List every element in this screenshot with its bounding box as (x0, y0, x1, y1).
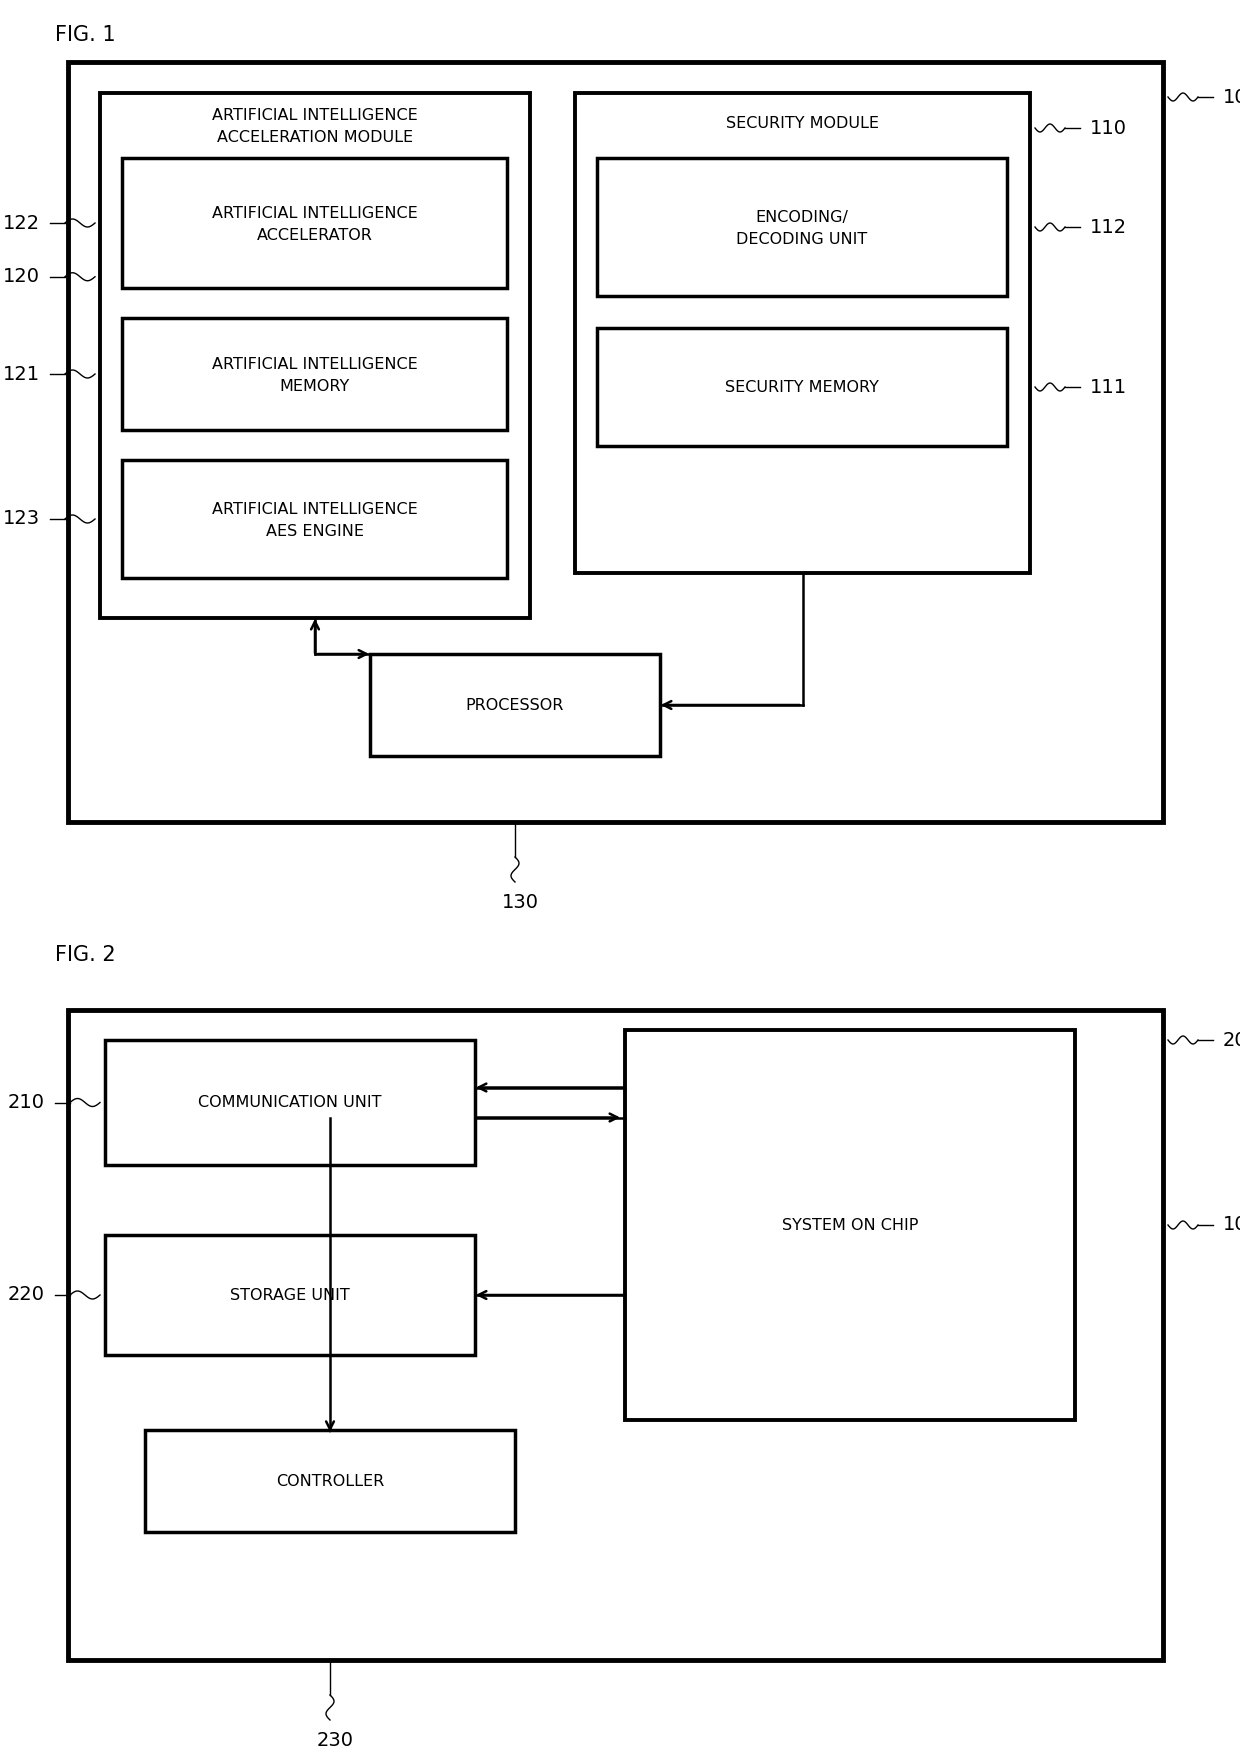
Text: 110: 110 (1090, 119, 1127, 137)
Text: PROCESSOR: PROCESSOR (466, 697, 564, 713)
Bar (68, 61, 1163, 821)
Text: CONTROLLER: CONTROLLER (275, 1474, 384, 1488)
Text: 111: 111 (1090, 377, 1127, 397)
Text: ARTIFICIAL INTELLIGENCE: ARTIFICIAL INTELLIGENCE (212, 205, 418, 221)
Text: ENCODING/: ENCODING/ (755, 209, 848, 225)
Text: MEMORY: MEMORY (279, 379, 350, 393)
Text: 210: 210 (7, 1093, 45, 1113)
Bar (145, 1430, 515, 1532)
Text: ACCELERATOR: ACCELERATOR (257, 228, 372, 242)
Bar (122, 158, 507, 288)
Bar (105, 1041, 475, 1165)
Text: 123: 123 (2, 509, 40, 528)
Text: ARTIFICIAL INTELLIGENCE: ARTIFICIAL INTELLIGENCE (212, 356, 418, 372)
Text: 100: 100 (1223, 1216, 1240, 1234)
Bar (68, 1009, 1163, 1660)
Text: SECURITY MODULE: SECURITY MODULE (725, 116, 879, 130)
Text: DECODING UNIT: DECODING UNIT (737, 232, 868, 246)
Text: 130: 130 (501, 893, 538, 911)
Text: 230: 230 (316, 1730, 353, 1750)
Text: AES ENGINE: AES ENGINE (265, 523, 363, 539)
Text: SYSTEM ON CHIP: SYSTEM ON CHIP (781, 1218, 918, 1232)
Text: ARTIFICIAL INTELLIGENCE: ARTIFICIAL INTELLIGENCE (212, 502, 418, 516)
Bar (370, 655, 660, 756)
Text: 100: 100 (1223, 88, 1240, 107)
Text: FIG. 2: FIG. 2 (55, 944, 115, 965)
Text: STORAGE UNIT: STORAGE UNIT (231, 1288, 350, 1302)
Bar (625, 1030, 1075, 1420)
Text: 121: 121 (2, 365, 40, 384)
Text: ARTIFICIAL INTELLIGENCE: ARTIFICIAL INTELLIGENCE (212, 107, 418, 123)
Text: COMMUNICATION UNIT: COMMUNICATION UNIT (198, 1095, 382, 1109)
Text: SECURITY MEMORY: SECURITY MEMORY (725, 379, 879, 395)
Bar (596, 328, 1007, 446)
Text: 122: 122 (2, 214, 40, 232)
Text: 120: 120 (2, 267, 40, 286)
Bar (575, 93, 1030, 572)
Text: 112: 112 (1090, 218, 1127, 237)
Text: 220: 220 (7, 1285, 45, 1304)
Text: ACCELERATION MODULE: ACCELERATION MODULE (217, 130, 413, 144)
Bar (100, 93, 529, 618)
Text: 200: 200 (1223, 1030, 1240, 1049)
Text: FIG. 1: FIG. 1 (55, 25, 115, 46)
Bar (596, 158, 1007, 297)
Bar (105, 1236, 475, 1355)
Bar (122, 318, 507, 430)
Bar (122, 460, 507, 577)
